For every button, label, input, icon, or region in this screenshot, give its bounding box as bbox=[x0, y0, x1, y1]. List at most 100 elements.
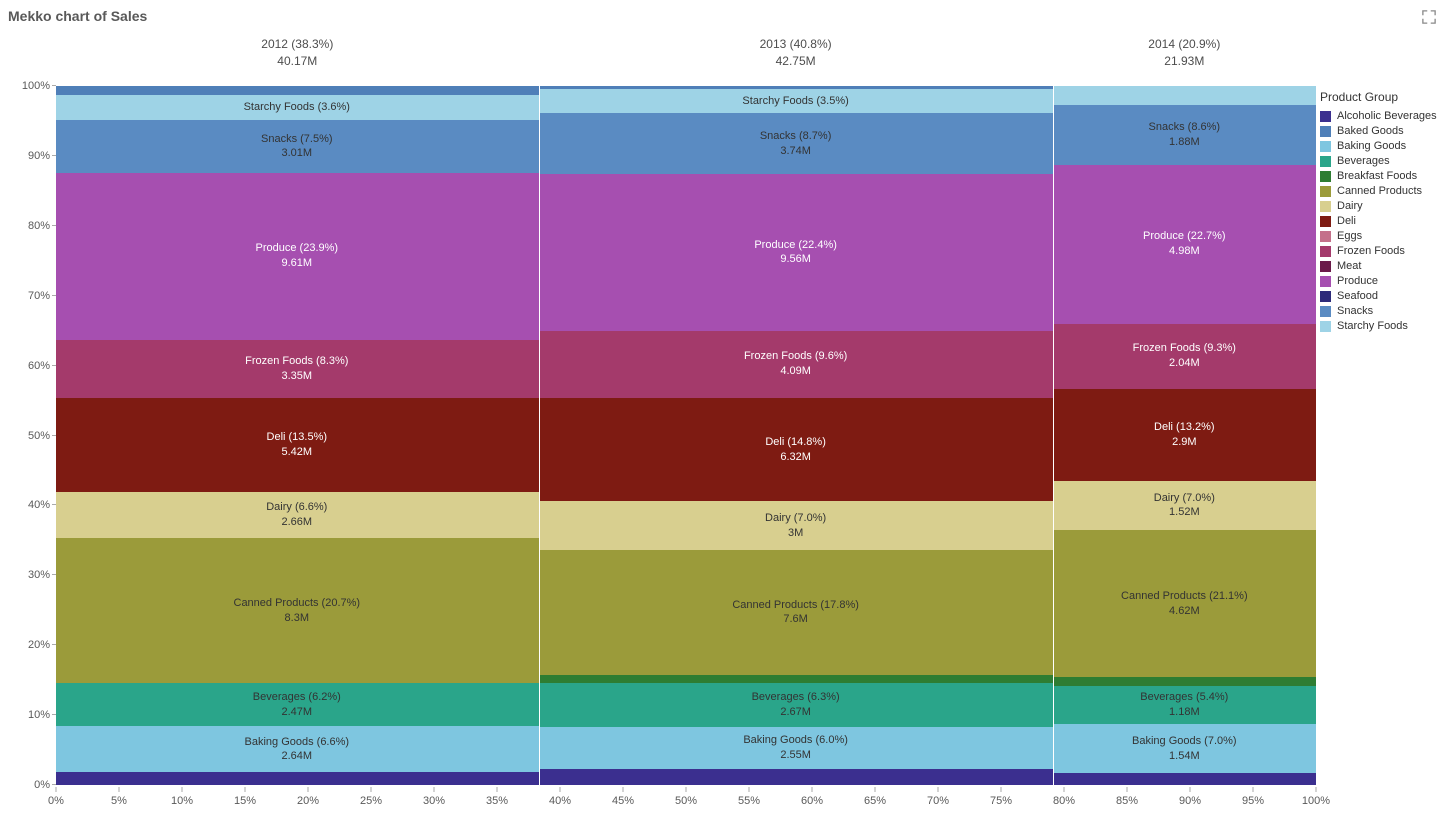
segment-value: 3.74M bbox=[780, 144, 811, 159]
column-header: 2012 (38.3%)40.17M bbox=[56, 36, 539, 70]
mekko-segment[interactable]: Canned Products (17.8%)7.6M bbox=[539, 550, 1053, 674]
x-tick-label: 95% bbox=[1242, 795, 1264, 807]
x-tick-label: 40% bbox=[549, 795, 571, 807]
segment-label: Canned Products (21.1%) bbox=[1121, 589, 1248, 604]
mekko-segment[interactable]: Dairy (6.6%)2.66M bbox=[56, 492, 539, 538]
x-tick-label: 0% bbox=[48, 795, 64, 807]
x-tick-mark bbox=[245, 787, 246, 792]
mekko-segment[interactable]: Beverages (6.2%)2.47M bbox=[56, 683, 539, 726]
column-header-line1: 2013 (40.8%) bbox=[539, 36, 1053, 53]
mekko-segment[interactable]: Baking Goods (6.6%)2.64M bbox=[56, 726, 539, 772]
legend-item[interactable]: Breakfast Foods bbox=[1320, 170, 1438, 182]
legend-label: Starchy Foods bbox=[1337, 320, 1408, 332]
legend-swatch bbox=[1320, 276, 1331, 287]
y-tick-label: 20% bbox=[28, 639, 50, 651]
x-tick-label: 45% bbox=[612, 795, 634, 807]
legend-item[interactable]: Dairy bbox=[1320, 200, 1438, 212]
legend-item[interactable]: Deli bbox=[1320, 215, 1438, 227]
legend-item[interactable]: Canned Products bbox=[1320, 185, 1438, 197]
x-tick-label: 20% bbox=[297, 795, 319, 807]
legend-item[interactable]: Meat bbox=[1320, 260, 1438, 272]
mekko-segment[interactable]: Deli (13.2%)2.9M bbox=[1053, 389, 1316, 481]
segment-label: Frozen Foods (8.3%) bbox=[245, 354, 348, 369]
legend-label: Breakfast Foods bbox=[1337, 170, 1417, 182]
legend-item[interactable]: Produce bbox=[1320, 275, 1438, 287]
x-tick-mark bbox=[497, 787, 498, 792]
segment-value: 1.54M bbox=[1169, 749, 1200, 764]
segment-label: Produce (23.9%) bbox=[256, 241, 339, 256]
mekko-segment[interactable]: Deli (13.5%)5.42M bbox=[56, 398, 539, 492]
legend-item[interactable]: Seafood bbox=[1320, 290, 1438, 302]
legend-label: Snacks bbox=[1337, 305, 1373, 317]
segment-value: 8.3M bbox=[285, 611, 309, 626]
mekko-segment[interactable]: Produce (22.4%)9.56M bbox=[539, 174, 1053, 331]
segment-label: Snacks (8.6%) bbox=[1149, 120, 1221, 135]
mekko-segment[interactable]: Produce (22.7%)4.98M bbox=[1053, 165, 1316, 324]
mekko-segment[interactable]: Dairy (7.0%)1.52M bbox=[1053, 481, 1316, 530]
segment-label: Frozen Foods (9.3%) bbox=[1133, 341, 1236, 356]
mekko-segment[interactable]: Produce (23.9%)9.61M bbox=[56, 173, 539, 340]
mekko-segment[interactable] bbox=[56, 86, 539, 95]
mekko-column: Baking Goods (7.0%)1.54MBeverages (5.4%)… bbox=[1053, 86, 1316, 785]
legend-item[interactable]: Frozen Foods bbox=[1320, 245, 1438, 257]
mekko-chart-container: Mekko chart of Sales 0%10%20%30%40%50%60… bbox=[0, 0, 1446, 823]
mekko-segment[interactable]: Frozen Foods (9.6%)4.09M bbox=[539, 331, 1053, 398]
x-tick-mark bbox=[1253, 787, 1254, 792]
mekko-segment[interactable]: Frozen Foods (9.3%)2.04M bbox=[1053, 324, 1316, 389]
segment-label: Dairy (7.0%) bbox=[765, 511, 826, 526]
mekko-segment[interactable] bbox=[1053, 86, 1316, 105]
x-tick-mark bbox=[119, 787, 120, 792]
y-tick-label: 70% bbox=[28, 290, 50, 302]
segment-value: 2.55M bbox=[780, 748, 811, 763]
mekko-segment[interactable]: Beverages (6.3%)2.67M bbox=[539, 683, 1053, 727]
x-tick-label: 10% bbox=[171, 795, 193, 807]
legend-item[interactable]: Eggs bbox=[1320, 230, 1438, 242]
mekko-segment[interactable]: Deli (14.8%)6.32M bbox=[539, 398, 1053, 501]
mekko-segment[interactable] bbox=[539, 675, 1053, 683]
x-tick-mark bbox=[749, 787, 750, 792]
segment-value: 2.66M bbox=[282, 515, 313, 530]
legend-swatch bbox=[1320, 216, 1331, 227]
mekko-segment[interactable]: Snacks (8.7%)3.74M bbox=[539, 113, 1053, 174]
y-tick-label: 30% bbox=[28, 569, 50, 581]
legend-swatch bbox=[1320, 186, 1331, 197]
mekko-segment[interactable]: Starchy Foods (3.6%) bbox=[56, 95, 539, 120]
x-tick-label: 75% bbox=[990, 795, 1012, 807]
mekko-segment[interactable]: Baking Goods (7.0%)1.54M bbox=[1053, 724, 1316, 773]
column-header-line2: 40.17M bbox=[56, 53, 539, 70]
legend-item[interactable]: Snacks bbox=[1320, 305, 1438, 317]
column-header-line1: 2014 (20.9%) bbox=[1053, 36, 1316, 53]
segment-label: Starchy Foods (3.6%) bbox=[244, 100, 350, 115]
segment-label: Deli (13.5%) bbox=[267, 430, 328, 445]
mekko-segment[interactable]: Snacks (7.5%)3.01M bbox=[56, 120, 539, 172]
mekko-segment[interactable] bbox=[539, 769, 1053, 785]
legend-swatch bbox=[1320, 141, 1331, 152]
mekko-segment[interactable]: Canned Products (21.1%)4.62M bbox=[1053, 530, 1316, 677]
mekko-segment[interactable]: Starchy Foods (3.5%) bbox=[539, 89, 1053, 113]
legend-title: Product Group bbox=[1320, 90, 1438, 104]
mekko-segment[interactable] bbox=[1053, 773, 1316, 785]
segment-label: Beverages (6.2%) bbox=[253, 690, 341, 705]
mekko-column: Baking Goods (6.0%)2.55MBeverages (6.3%)… bbox=[539, 86, 1053, 785]
mekko-segment[interactable]: Canned Products (20.7%)8.3M bbox=[56, 538, 539, 683]
x-tick-mark bbox=[623, 787, 624, 792]
segment-label: Dairy (7.0%) bbox=[1154, 491, 1215, 506]
mekko-segment[interactable]: Beverages (5.4%)1.18M bbox=[1053, 686, 1316, 724]
segment-value: 3.35M bbox=[282, 369, 313, 384]
segment-label: Snacks (7.5%) bbox=[261, 132, 333, 147]
expand-icon[interactable] bbox=[1422, 10, 1436, 29]
mekko-segment[interactable]: Frozen Foods (8.3%)3.35M bbox=[56, 340, 539, 398]
mekko-segment[interactable] bbox=[56, 772, 539, 785]
mekko-segment[interactable] bbox=[1053, 677, 1316, 686]
mekko-segment[interactable]: Dairy (7.0%)3M bbox=[539, 501, 1053, 550]
mekko-segment[interactable]: Snacks (8.6%)1.88M bbox=[1053, 105, 1316, 165]
mekko-segment[interactable]: Baking Goods (6.0%)2.55M bbox=[539, 727, 1053, 769]
legend-item[interactable]: Beverages bbox=[1320, 155, 1438, 167]
x-tick-label: 25% bbox=[360, 795, 382, 807]
legend-item[interactable]: Starchy Foods bbox=[1320, 320, 1438, 332]
mekko-segment[interactable] bbox=[539, 86, 1053, 89]
legend-item[interactable]: Baked Goods bbox=[1320, 125, 1438, 137]
legend-item[interactable]: Alcoholic Beverages bbox=[1320, 110, 1438, 122]
legend-swatch bbox=[1320, 126, 1331, 137]
legend-item[interactable]: Baking Goods bbox=[1320, 140, 1438, 152]
